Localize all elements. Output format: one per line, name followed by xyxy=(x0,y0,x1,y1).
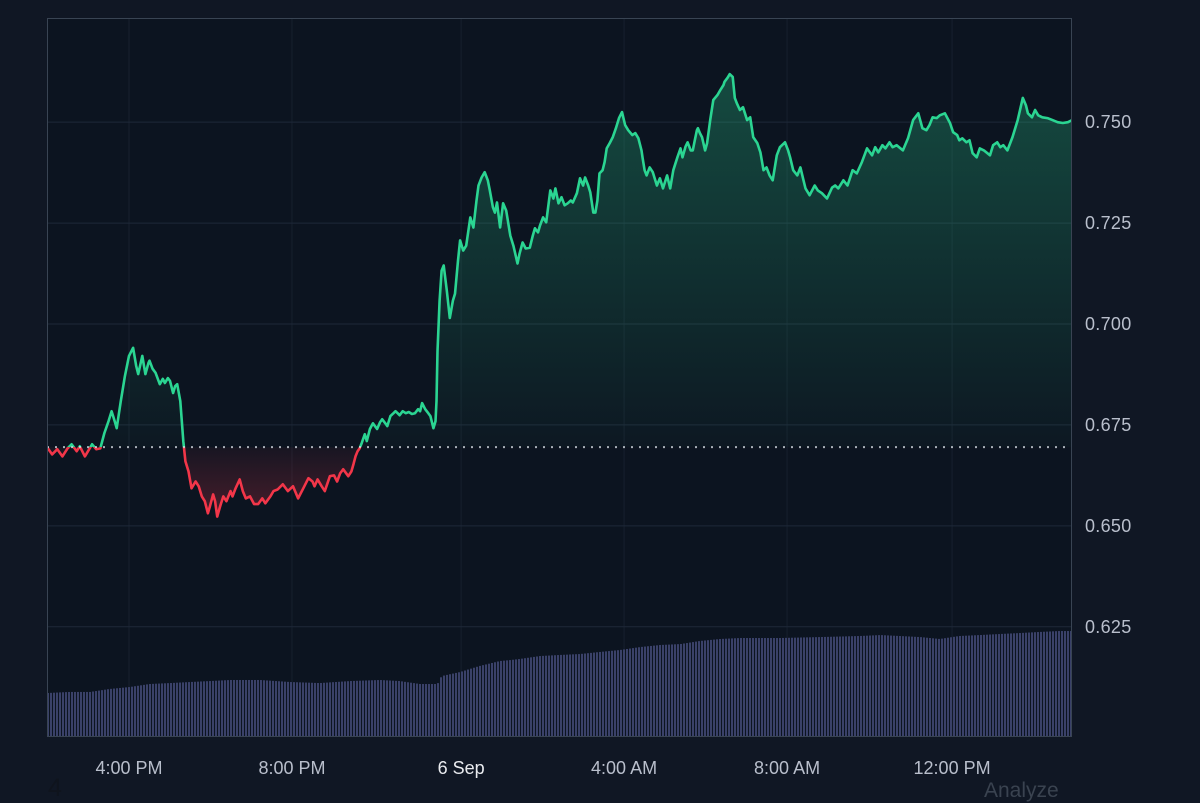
price-axis-label: 0.675 xyxy=(1085,414,1132,435)
time-axis-label: 8:00 PM xyxy=(258,758,326,778)
price-axis-label: 0.725 xyxy=(1085,213,1132,234)
time-axis-label: 4:00 AM xyxy=(591,758,658,778)
price-axis-label: 0.700 xyxy=(1085,314,1132,334)
price-axis-label: 0.650 xyxy=(1085,515,1132,536)
time-axis-label: 4:00 PM xyxy=(95,758,163,778)
chart-canvas[interactable] xyxy=(47,18,1072,737)
price-axis-label: 0.625 xyxy=(1085,616,1132,637)
analyze-button[interactable]: Analyze xyxy=(984,779,1059,802)
footer-left-label: 4 xyxy=(48,774,62,802)
price-axis-label: 0.750 xyxy=(1085,112,1132,133)
time-axis-label: 12:00 PM xyxy=(913,758,991,778)
time-axis-date-label: 6 Sep xyxy=(437,758,485,778)
time-axis-label: 8:00 AM xyxy=(754,758,821,778)
